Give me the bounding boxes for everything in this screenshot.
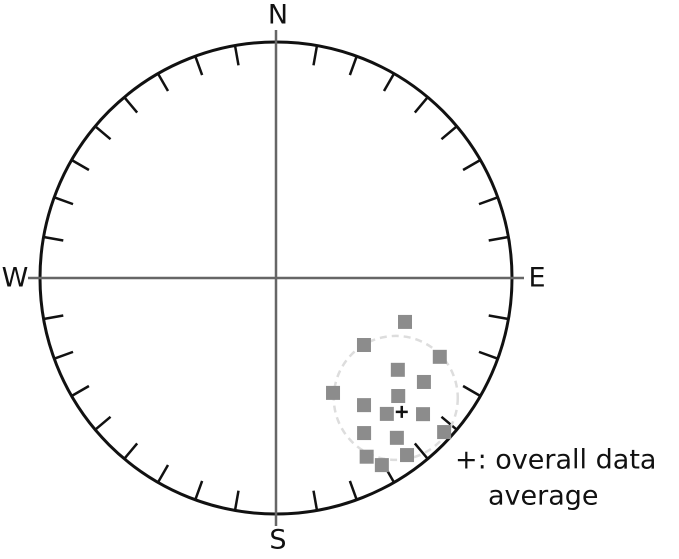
- data-point: [391, 389, 406, 404]
- data-point: [356, 338, 371, 353]
- mean-marker: [395, 405, 408, 418]
- tick: [382, 72, 396, 92]
- data-point: [359, 449, 374, 464]
- tick: [53, 350, 74, 360]
- tick: [43, 314, 64, 321]
- tick: [312, 45, 319, 66]
- tick: [413, 96, 429, 114]
- annotation-line: +: overall data: [455, 445, 656, 476]
- tick: [156, 72, 170, 92]
- data-point: [374, 458, 389, 473]
- data-point: [416, 407, 431, 422]
- south-label: S: [269, 525, 286, 556]
- tick: [194, 55, 204, 76]
- north-label: N: [268, 0, 288, 31]
- data-point: [357, 398, 372, 413]
- tick: [462, 158, 482, 172]
- tick: [440, 125, 458, 141]
- tick: [94, 415, 112, 431]
- tick: [70, 158, 90, 172]
- tick: [478, 196, 499, 206]
- tick: [348, 480, 358, 501]
- data-point: [416, 374, 431, 389]
- data-point: [379, 406, 394, 421]
- data-point: [390, 362, 405, 377]
- data-point: [398, 314, 413, 329]
- tick: [440, 415, 458, 431]
- data-point: [357, 426, 372, 441]
- tick: [488, 235, 509, 242]
- tick: [123, 96, 139, 114]
- west-label: W: [2, 263, 29, 294]
- tick: [43, 235, 64, 242]
- tick: [123, 442, 139, 460]
- tick: [312, 490, 319, 511]
- tick: [156, 464, 170, 484]
- east-label: E: [528, 263, 545, 294]
- tick: [233, 45, 240, 66]
- tick: [348, 55, 358, 76]
- annotation-line: average: [488, 481, 599, 512]
- tick: [70, 384, 90, 398]
- data-point: [326, 385, 341, 400]
- tick: [233, 490, 240, 511]
- tick: [94, 125, 112, 141]
- data-point: [400, 448, 415, 463]
- data-point: [432, 349, 447, 364]
- data-point: [389, 430, 404, 445]
- tick: [478, 350, 499, 360]
- tick: [413, 442, 429, 460]
- tick: [194, 480, 204, 501]
- data-point: [437, 425, 452, 440]
- tick: [53, 196, 74, 206]
- tick: [488, 314, 509, 321]
- tick: [462, 384, 482, 398]
